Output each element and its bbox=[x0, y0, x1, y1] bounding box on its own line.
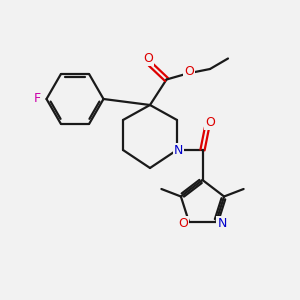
Text: O: O bbox=[178, 217, 188, 230]
Text: N: N bbox=[174, 143, 183, 157]
Text: O: O bbox=[184, 64, 194, 78]
Text: F: F bbox=[34, 92, 41, 106]
Text: N: N bbox=[217, 217, 227, 230]
Text: O: O bbox=[205, 116, 215, 129]
Text: O: O bbox=[144, 52, 153, 65]
